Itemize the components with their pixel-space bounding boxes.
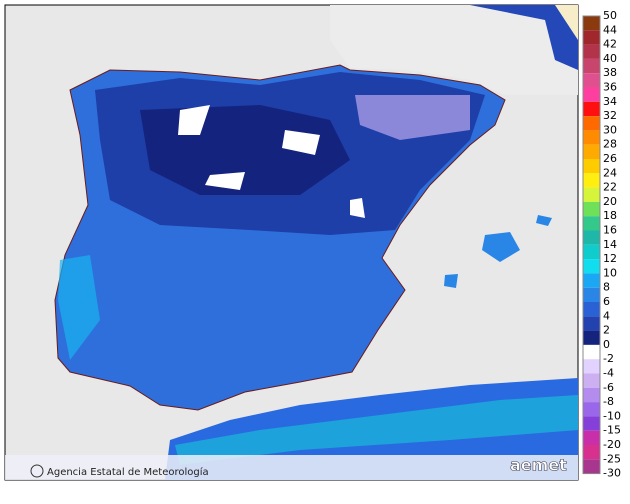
legend-swatch bbox=[583, 16, 600, 31]
legend-label: 16 bbox=[603, 224, 617, 237]
legend-swatch bbox=[583, 101, 600, 117]
legend-label: -2 bbox=[603, 352, 614, 365]
legend-swatch bbox=[583, 230, 600, 245]
legend-label: -8 bbox=[603, 395, 614, 408]
snow bbox=[205, 172, 245, 190]
france-warm bbox=[555, 5, 578, 40]
legend-swatch bbox=[583, 173, 600, 188]
agency-name: Agencia Estatal de Meteorología bbox=[47, 466, 209, 478]
legend-border bbox=[582, 15, 601, 475]
legend-label: 50 bbox=[603, 9, 617, 22]
legend-label: 22 bbox=[603, 181, 617, 194]
legend-label: 42 bbox=[603, 38, 617, 51]
legend-swatch bbox=[583, 116, 600, 131]
france bbox=[330, 5, 578, 95]
legend-label: -4 bbox=[603, 367, 614, 380]
legend: 5044424038363432302826242220181614121086… bbox=[582, 9, 621, 480]
legend-label: -20 bbox=[603, 438, 621, 451]
legend-label: 30 bbox=[603, 123, 617, 136]
snow bbox=[178, 105, 210, 135]
legend-label: 6 bbox=[603, 295, 610, 308]
legend-swatch bbox=[583, 430, 600, 445]
france-data bbox=[470, 5, 578, 70]
legend-label: 2 bbox=[603, 324, 610, 337]
legend-swatch bbox=[583, 287, 600, 302]
legend-label: 40 bbox=[603, 52, 617, 65]
legend-label: -10 bbox=[603, 409, 621, 422]
legend-label: -25 bbox=[603, 452, 621, 465]
legend-label: 26 bbox=[603, 152, 617, 165]
legend-label: 44 bbox=[603, 23, 617, 36]
legend-swatch bbox=[583, 58, 600, 74]
legend-swatch bbox=[583, 416, 600, 431]
legend-swatch bbox=[583, 459, 600, 474]
legend-swatch bbox=[583, 330, 600, 345]
africa-coast bbox=[175, 395, 578, 465]
legend-swatch bbox=[583, 87, 600, 102]
legend-swatch bbox=[583, 130, 600, 145]
legend-swatch bbox=[583, 273, 600, 288]
snow bbox=[350, 198, 365, 218]
legend-label: 12 bbox=[603, 252, 617, 265]
menorca bbox=[536, 215, 552, 226]
legend-swatch bbox=[583, 201, 600, 217]
legend-swatch bbox=[583, 73, 600, 88]
pyrenees-cold bbox=[355, 95, 470, 140]
legend-swatch bbox=[583, 216, 600, 231]
legend-label: -30 bbox=[603, 467, 621, 480]
legend-label: 20 bbox=[603, 195, 617, 208]
legend-label: 8 bbox=[603, 281, 610, 294]
coast-warm bbox=[58, 255, 100, 360]
mallorca bbox=[482, 232, 520, 262]
legend-swatch bbox=[583, 259, 600, 274]
legend-swatch bbox=[583, 402, 600, 417]
legend-swatch bbox=[583, 159, 600, 174]
legend-swatch bbox=[583, 30, 600, 45]
legend-swatch bbox=[583, 316, 600, 331]
legend-swatch bbox=[583, 244, 600, 260]
legend-label: 10 bbox=[603, 266, 617, 279]
legend-swatch bbox=[583, 44, 600, 59]
legend-swatch bbox=[583, 359, 600, 374]
legend-swatch bbox=[583, 445, 600, 460]
legend-label: -6 bbox=[603, 381, 614, 394]
footer-bar bbox=[5, 455, 578, 480]
ibiza bbox=[444, 274, 458, 288]
legend-label: 28 bbox=[603, 138, 617, 151]
legend-label: 18 bbox=[603, 209, 617, 222]
legend-swatch bbox=[583, 387, 600, 403]
legend-swatch bbox=[583, 302, 600, 317]
legend-label: 36 bbox=[603, 81, 617, 94]
legend-label: 14 bbox=[603, 238, 617, 251]
logo: aemet bbox=[510, 456, 567, 475]
legend-swatch bbox=[583, 373, 600, 388]
legend-label: 0 bbox=[603, 338, 610, 351]
copyright-icon bbox=[30, 464, 44, 478]
legend-label: 38 bbox=[603, 66, 617, 79]
legend-swatch bbox=[583, 344, 600, 360]
legend-swatch bbox=[583, 187, 600, 202]
legend-label: 32 bbox=[603, 109, 617, 122]
snow bbox=[282, 130, 320, 155]
legend-label: 4 bbox=[603, 309, 610, 322]
legend-label: 34 bbox=[603, 95, 617, 108]
legend-swatch bbox=[583, 144, 600, 159]
legend-label: 24 bbox=[603, 166, 617, 179]
legend-label: -15 bbox=[603, 424, 621, 437]
